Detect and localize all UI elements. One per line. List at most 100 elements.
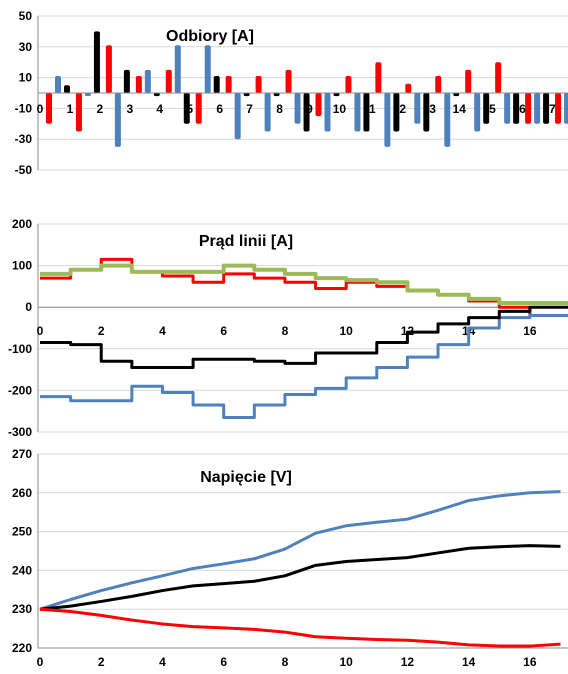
bar bbox=[324, 93, 331, 132]
y-tick-label: -200 bbox=[8, 383, 32, 397]
y-tick-label: 220 bbox=[12, 641, 32, 655]
chart-title: Odbiory [A] bbox=[166, 28, 254, 45]
bar bbox=[285, 69, 292, 93]
x-tick-label: 6 bbox=[216, 102, 223, 116]
x-tick-label: 8 bbox=[282, 324, 289, 338]
bar bbox=[144, 69, 151, 93]
bar bbox=[93, 31, 100, 93]
x-tick-label: 16 bbox=[523, 324, 537, 338]
x-tick-label: 7 bbox=[246, 102, 253, 116]
x-tick-label: 1 bbox=[67, 102, 74, 116]
y-tick-label: 260 bbox=[12, 486, 32, 500]
bar bbox=[183, 93, 190, 124]
bar bbox=[55, 76, 61, 93]
bar bbox=[465, 69, 472, 93]
bar bbox=[135, 76, 142, 93]
bar bbox=[114, 93, 121, 147]
bar bbox=[375, 62, 382, 93]
y-tick-label: -10 bbox=[15, 101, 33, 115]
y-tick-label: 100 bbox=[12, 259, 32, 273]
x-tick-label: 0 bbox=[37, 324, 44, 338]
bar bbox=[483, 93, 490, 124]
y-tick-label: -30 bbox=[15, 132, 33, 146]
bar bbox=[243, 93, 250, 97]
series-line bbox=[39, 544, 561, 611]
x-tick-label: 10 bbox=[333, 102, 347, 116]
bar bbox=[495, 62, 502, 93]
bar bbox=[264, 93, 271, 132]
y-tick-label: 0 bbox=[25, 300, 32, 314]
bar bbox=[453, 93, 460, 97]
y-tick-label: 30 bbox=[19, 40, 33, 54]
x-tick-label: 14 bbox=[453, 102, 467, 116]
bar bbox=[75, 93, 82, 132]
bar bbox=[204, 45, 211, 93]
bar bbox=[303, 93, 310, 132]
bar bbox=[84, 93, 91, 97]
y-tick-label: -100 bbox=[8, 342, 32, 356]
chart-title: Prąd linii [A] bbox=[199, 233, 293, 250]
bar bbox=[474, 93, 481, 132]
bar bbox=[64, 85, 70, 93]
x-tick-label: 2 bbox=[98, 324, 105, 338]
x-tick-label: 12 bbox=[401, 655, 415, 669]
x-tick-label: 10 bbox=[339, 655, 353, 669]
series-line bbox=[39, 490, 561, 611]
bar bbox=[153, 93, 160, 97]
bar bbox=[354, 93, 361, 132]
bar bbox=[384, 93, 391, 147]
bar bbox=[225, 76, 232, 93]
bar bbox=[525, 93, 532, 124]
bar bbox=[414, 93, 421, 124]
bar bbox=[255, 76, 262, 93]
series-line bbox=[40, 263, 568, 306]
x-tick-label: 13 bbox=[423, 102, 437, 116]
x-tick-label: 5 bbox=[186, 102, 193, 116]
x-tick-label: 10 bbox=[339, 324, 353, 338]
x-tick-label: 8 bbox=[282, 655, 289, 669]
bar bbox=[435, 76, 442, 93]
bar bbox=[105, 45, 112, 93]
bar bbox=[195, 93, 202, 124]
bar bbox=[46, 93, 52, 124]
x-tick-label: 16 bbox=[523, 655, 537, 669]
bar bbox=[555, 93, 562, 124]
x-tick-label: 4 bbox=[159, 655, 166, 669]
line-panel-napiecie: 220 230 240 250 260 270 0 2 4 6 8 10 12 14 16 Napięcie … bbox=[12, 447, 568, 669]
bar bbox=[564, 93, 568, 124]
bar bbox=[513, 93, 520, 124]
y-tick-label: -300 bbox=[8, 425, 32, 439]
bar bbox=[273, 93, 280, 97]
x-tick-label: 6 bbox=[220, 324, 227, 338]
y-tick-label: 250 bbox=[12, 525, 32, 539]
x-tick-label: 3 bbox=[126, 102, 133, 116]
x-tick-label: 9 bbox=[306, 102, 313, 116]
bar bbox=[165, 69, 172, 93]
bar bbox=[315, 93, 322, 117]
bar bbox=[234, 93, 241, 140]
x-tick-label: 6 bbox=[220, 655, 227, 669]
bar bbox=[213, 76, 220, 93]
bar bbox=[405, 83, 412, 93]
bar bbox=[423, 93, 430, 132]
x-tick-label: 4 bbox=[159, 324, 166, 338]
bar bbox=[174, 45, 181, 93]
series-line bbox=[39, 607, 561, 648]
x-tick-label: 16 bbox=[512, 102, 526, 116]
x-tick-label: 0 bbox=[37, 655, 44, 669]
bar bbox=[504, 93, 511, 124]
bar bbox=[393, 93, 400, 132]
bar bbox=[123, 69, 130, 93]
y-tick-label: -50 bbox=[15, 163, 33, 177]
chart-title: Napięcie [V] bbox=[200, 469, 292, 486]
bar bbox=[333, 93, 340, 97]
bar bbox=[294, 93, 301, 124]
y-tick-label: 10 bbox=[19, 71, 33, 85]
x-tick-label: 2 bbox=[97, 102, 104, 116]
bar bbox=[363, 93, 370, 132]
x-tick-label: 0 bbox=[37, 102, 44, 116]
y-tick-label: 200 bbox=[12, 217, 32, 231]
x-tick-label: 2 bbox=[98, 655, 105, 669]
